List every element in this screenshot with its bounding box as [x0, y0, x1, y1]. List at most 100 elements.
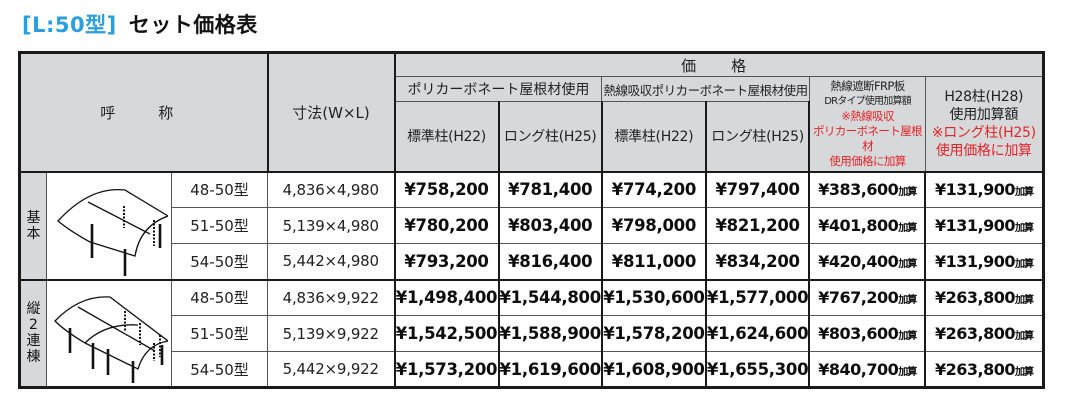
- price-heat-standard: ¥774,200: [601, 171, 707, 208]
- add-suffix: 加算: [898, 258, 917, 270]
- h28-note-red2: 使用価格に加算: [935, 142, 1032, 159]
- price-heat-long: ¥1,577,000: [705, 279, 811, 316]
- add-suffix: 加算: [898, 187, 917, 199]
- add-suffix: 加算: [1015, 258, 1034, 270]
- price-heat-standard: ¥1,530,600: [601, 279, 707, 316]
- frp-note-line2: DRタイプ使用加算額: [824, 95, 911, 107]
- frp-note-red2: ポリカーボネート屋根材: [813, 123, 923, 153]
- carport-single-diagram-icon: [46, 171, 172, 281]
- table-row: 縦2連棟 48-50型 4,836×9,922: [19, 279, 1044, 388]
- frp-note-line1: 熱線遮断FRP板: [830, 78, 905, 93]
- header-size: 寸法(W×L): [267, 52, 396, 173]
- header-h28-note: H28柱(H28) 使用加算額 ※ロング柱(H25) 使用価格に加算: [924, 76, 1044, 173]
- header-price: 価 格: [394, 52, 1044, 77]
- add-suffix: 加算: [1015, 331, 1034, 342]
- price-value: ¥131,900: [935, 216, 1016, 235]
- price-h28-add: ¥131,900加算: [924, 171, 1044, 208]
- price-frp-add: ¥803,600加算: [808, 315, 927, 352]
- group-label-basic: 基本: [19, 171, 47, 281]
- price-value: ¥263,800: [935, 324, 1016, 343]
- header-polycarbonate: ポリカーボネート屋根材使用: [393, 76, 603, 102]
- model-cell: 48-50型: [171, 279, 268, 316]
- h28-note-line1: H28柱(H28): [944, 88, 1024, 105]
- add-suffix: 加算: [898, 223, 917, 234]
- price-frp-add: ¥401,800加算: [808, 207, 927, 244]
- price-value: ¥263,800: [935, 288, 1016, 308]
- price-value: ¥767,200: [818, 288, 899, 308]
- table-row: 51-50型 5,139×4,980 ¥780,200 ¥803,400 ¥79…: [20, 207, 1044, 244]
- model-cell: 54-50型: [171, 351, 268, 388]
- price-frp-add: ¥420,400加算: [808, 243, 927, 281]
- price-heat-long: ¥1,624,600: [705, 315, 811, 352]
- title-text: セット価格表: [128, 13, 258, 37]
- price-heat-standard: ¥1,578,200: [601, 315, 707, 352]
- price-heat-standard: ¥1,608,900: [601, 351, 707, 388]
- header-frp-note: 熱線遮断FRP板 DRタイプ使用加算額 ※熱線吸収 ポリカーボネート屋根材 使用…: [808, 76, 926, 173]
- price-poly-standard: ¥780,200: [394, 207, 500, 244]
- price-poly-standard: ¥1,498,400: [394, 279, 500, 316]
- price-poly-standard: ¥1,542,500: [394, 315, 500, 352]
- table-row: 基本 48-50型 4,836×4,980 ¥758,200 ¥781,400 …: [19, 171, 1044, 281]
- price-value: ¥383,600: [818, 180, 899, 200]
- add-suffix: 加算: [898, 331, 917, 342]
- add-suffix: 加算: [1015, 366, 1034, 378]
- price-heat-long: ¥821,200: [705, 207, 811, 244]
- price-poly-long: ¥816,400: [497, 243, 603, 281]
- price-h28-add: ¥263,800加算: [924, 351, 1044, 388]
- price-poly-long: ¥1,619,600: [497, 351, 603, 388]
- header-heat-absorb: 熱線吸収ポリカーボネート屋根材使用: [601, 76, 810, 102]
- price-poly-long: ¥1,588,900: [497, 315, 603, 352]
- add-suffix: 加算: [1015, 295, 1034, 307]
- table-row: 54-50型 5,442×9,922 ¥1,573,200 ¥1,619,600…: [20, 351, 1044, 388]
- model-cell: 54-50型: [171, 243, 268, 281]
- size-cell: 4,836×4,980: [267, 171, 396, 208]
- size-cell: 5,139×9,922: [267, 315, 396, 352]
- price-frp-add: ¥840,700加算: [808, 351, 927, 388]
- price-poly-long: ¥1,544,800: [497, 279, 603, 316]
- page-title: [L:50型] セット価格表: [22, 8, 258, 40]
- table-row: 51-50型 5,139×9,922 ¥1,542,500 ¥1,588,900…: [20, 315, 1044, 352]
- size-cell: 5,139×4,980: [267, 207, 396, 244]
- size-cell: 5,442×9,922: [267, 351, 396, 388]
- frp-note-red1: ※熱線吸収: [841, 108, 894, 123]
- model-cell: 51-50型: [171, 315, 268, 352]
- h28-note-red1: ※ロング柱(H25): [931, 124, 1036, 141]
- price-poly-standard: ¥1,573,200: [394, 351, 500, 388]
- model-tag: [L:50型]: [22, 13, 117, 37]
- header-name: 呼 称: [19, 52, 269, 173]
- size-cell: 5,442×4,980: [267, 243, 396, 281]
- price-heat-standard: ¥798,000: [601, 207, 707, 244]
- price-h28-add: ¥131,900加算: [924, 243, 1044, 281]
- add-suffix: 加算: [1015, 223, 1034, 234]
- price-heat-long: ¥834,200: [705, 243, 811, 281]
- price-h28-add: ¥263,800加算: [924, 315, 1044, 352]
- header-heat-long: ロング柱(H25): [705, 101, 811, 173]
- add-suffix: 加算: [898, 366, 917, 378]
- model-cell: 51-50型: [171, 207, 268, 244]
- price-poly-standard: ¥793,200: [394, 243, 500, 281]
- add-suffix: 加算: [898, 295, 917, 307]
- price-table: 呼 称 寸法(W×L) 価 格 ポリカーボネート屋根材使用 熱線吸収ポリカーボネ…: [18, 51, 1045, 389]
- model-cell: 48-50型: [171, 171, 268, 208]
- price-heat-standard: ¥811,000: [601, 243, 707, 281]
- price-value: ¥840,700: [818, 359, 899, 379]
- price-heat-long: ¥1,655,300: [705, 351, 811, 388]
- table-row: 54-50型 5,442×4,980 ¥793,200 ¥816,400 ¥81…: [20, 243, 1044, 281]
- header-heat-standard: 標準柱(H22): [601, 101, 707, 173]
- price-h28-add: ¥263,800加算: [924, 279, 1044, 316]
- header-poly-long: ロング柱(H25): [497, 101, 603, 173]
- price-frp-add: ¥383,600加算: [808, 171, 927, 208]
- price-poly-long: ¥803,400: [497, 207, 603, 244]
- price-heat-long: ¥797,400: [705, 171, 811, 208]
- price-value: ¥401,800: [818, 216, 899, 235]
- carport-double-diagram-icon: [46, 279, 172, 388]
- price-value: ¥131,900: [935, 180, 1016, 200]
- price-value: ¥131,900: [935, 251, 1016, 271]
- price-h28-add: ¥131,900加算: [924, 207, 1044, 244]
- group-label-double: 縦2連棟: [19, 279, 47, 388]
- price-poly-standard: ¥758,200: [394, 171, 500, 208]
- size-cell: 4,836×9,922: [267, 279, 396, 316]
- price-value: ¥803,600: [818, 324, 899, 343]
- add-suffix: 加算: [1015, 187, 1034, 199]
- frp-note-red3: 使用価格に加算: [829, 153, 906, 168]
